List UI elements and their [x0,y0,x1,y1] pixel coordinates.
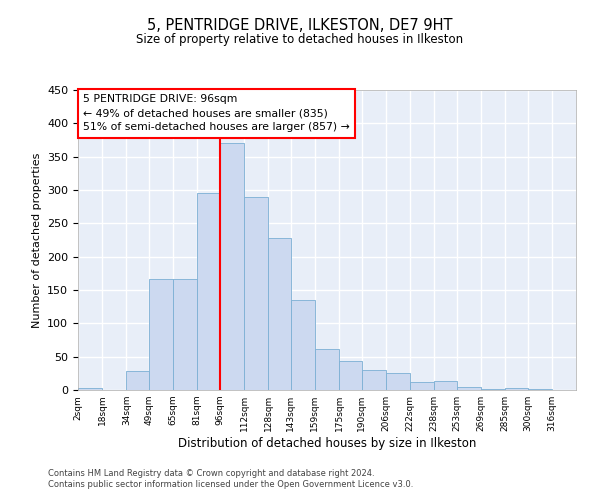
Bar [362,370,386,390]
Text: Contains HM Land Registry data © Crown copyright and database right 2024.: Contains HM Land Registry data © Crown c… [48,468,374,477]
Y-axis label: Number of detached properties: Number of detached properties [32,152,41,328]
Text: 5 PENTRIDGE DRIVE: 96sqm
← 49% of detached houses are smaller (835)
51% of semi-: 5 PENTRIDGE DRIVE: 96sqm ← 49% of detach… [83,94,350,132]
Bar [434,380,457,390]
Bar [173,278,197,390]
Bar [339,362,362,390]
Bar [291,300,315,390]
Bar [268,238,291,390]
Text: Size of property relative to detached houses in Ilkeston: Size of property relative to detached ho… [136,32,464,46]
Bar [410,382,434,390]
Bar [197,194,220,390]
Bar [386,374,410,390]
Bar [220,144,244,390]
Text: Contains public sector information licensed under the Open Government Licence v3: Contains public sector information licen… [48,480,413,489]
Text: 5, PENTRIDGE DRIVE, ILKESTON, DE7 9HT: 5, PENTRIDGE DRIVE, ILKESTON, DE7 9HT [147,18,453,32]
Bar [149,280,173,390]
X-axis label: Distribution of detached houses by size in Ilkeston: Distribution of detached houses by size … [178,437,476,450]
Bar [505,388,528,390]
Bar [315,348,339,390]
Bar [244,198,268,390]
Bar [78,388,102,390]
Bar [457,386,481,390]
Bar [126,372,149,390]
